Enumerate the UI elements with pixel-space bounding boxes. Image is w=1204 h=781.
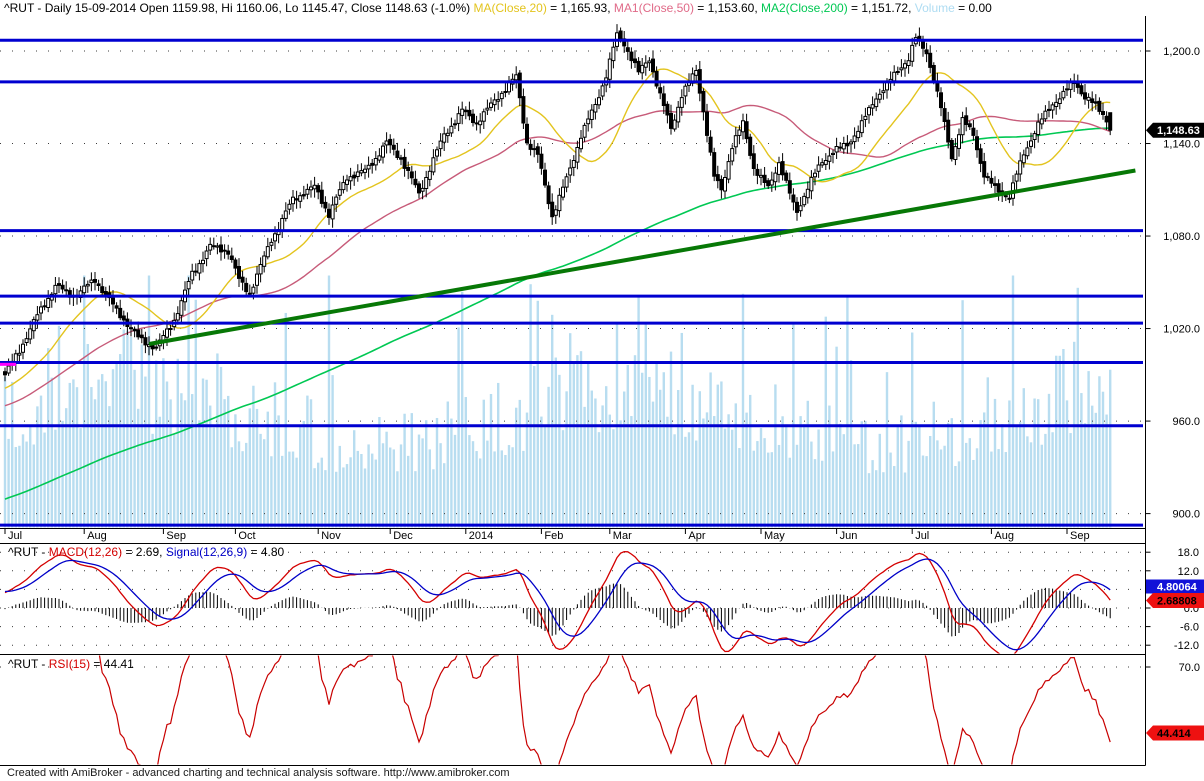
svg-text:Dec: Dec [393,530,413,542]
svg-text:44.414: 44.414 [1157,728,1192,740]
svg-text:Jun: Jun [840,530,858,542]
svg-text:4.80064: 4.80064 [1157,582,1198,594]
svg-text:Jul: Jul [8,530,22,542]
svg-text:960.0: 960.0 [1172,416,1200,428]
title-segment: Signal(12,26,9) [165,545,248,559]
svg-text:900.0: 900.0 [1172,509,1200,521]
svg-text:2.68808: 2.68808 [1157,596,1197,608]
svg-text:-6.0: -6.0 [1180,622,1199,634]
title-segment: = 4.80 [247,545,285,559]
signal-line [4,558,1111,651]
rsi-value-tag: 44.414 [1146,725,1204,741]
svg-text:Oct: Oct [238,530,255,542]
svg-text:18.0: 18.0 [1178,547,1199,559]
macd-histogram [4,582,1111,637]
svg-text:1,148.63: 1,148.63 [1157,125,1200,137]
svg-text:2014: 2014 [469,530,493,542]
support-resistance-lines[interactable] [0,38,1143,527]
ma20-line [4,68,1111,389]
svg-text:12.0: 12.0 [1178,566,1199,578]
signal-value-tag: 4.80064 [1146,579,1204,594]
title-segment: MACD(12,26) [48,545,123,559]
title-segment: = 1,153.60, [693,1,761,15]
title-segment: Volume [914,1,955,15]
svg-text:May: May [764,530,785,542]
x-axis-months: Jul Aug Sep Oct Nov Dec 2014 Feb Mar Apr May Jun Jul… [4,529,1090,542]
macd-gridlines [0,551,1143,646]
macd-line [4,550,1111,654]
trendline[interactable] [148,168,1136,346]
price-axis-labels: 1,200.0 1,140.0 1,080.0 1,020.0 960.0 900.0 [1145,46,1200,521]
svg-text:Sep: Sep [166,530,186,542]
title-segment: MA(Close,20) [473,1,547,15]
title-segment: ^RUT - [8,545,49,559]
svg-text:-12.0: -12.0 [1174,640,1199,652]
svg-text:1,020.0: 1,020.0 [1163,324,1200,336]
macd-panel-title: ^RUT - MACD(12,26) = 2.69, Signal(12,26,… [8,545,284,559]
svg-text:Mar: Mar [613,530,632,542]
title-segment: RSI(15) [48,657,91,671]
ma200-line [4,127,1111,500]
rsi-line [98,655,1111,765]
svg-text:1,080.0: 1,080.0 [1163,231,1200,243]
title-segment: = 1,165.93, [546,1,614,15]
title-segment: = 2.69, [122,545,166,559]
candlesticks [3,24,1113,382]
svg-text:Aug: Aug [994,530,1014,542]
rsi-axis-labels: 70.0 [1145,662,1200,674]
title-segment: MA1(Close,50) [613,1,694,15]
last-price-tag: 1,148.63 [1146,122,1204,138]
svg-text:Apr: Apr [688,530,705,542]
macd-value-tag: 2.68808 [1146,593,1204,608]
volume-bars [3,275,1112,528]
macd-panel[interactable] [0,550,1143,658]
svg-text:70.0: 70.0 [1179,662,1200,674]
svg-text:Aug: Aug [87,530,107,542]
svg-text:1,140.0: 1,140.0 [1163,139,1200,151]
title-segment: = 1,151.72, [847,1,915,15]
title-segment: ^RUT - Daily 15-09-2014 Open 1159.98, Hi… [4,1,474,15]
title-segment: = 0.00 [954,1,992,15]
title-segment: MA2(Close,200) [761,1,848,15]
footer-credit: Created with AmiBroker - advanced charti… [7,767,510,779]
rsi-panel[interactable] [0,601,1143,781]
svg-text:Sep: Sep [1070,530,1090,542]
svg-text:Nov: Nov [321,530,341,542]
axes [0,16,1146,766]
ma50-line [4,104,1111,407]
title-segment: = 44.41 [90,657,134,671]
title-segment: ^RUT - [8,657,49,671]
rsi-panel-title: ^RUT - RSI(15) = 44.41 [8,657,134,671]
svg-text:Jul: Jul [915,530,929,542]
svg-text:Feb: Feb [544,530,563,542]
price-panel[interactable] [0,24,1143,528]
chart-title-bar: ^RUT - Daily 15-09-2014 Open 1159.98, Hi… [4,1,992,15]
svg-text:1,200.0: 1,200.0 [1163,46,1200,58]
